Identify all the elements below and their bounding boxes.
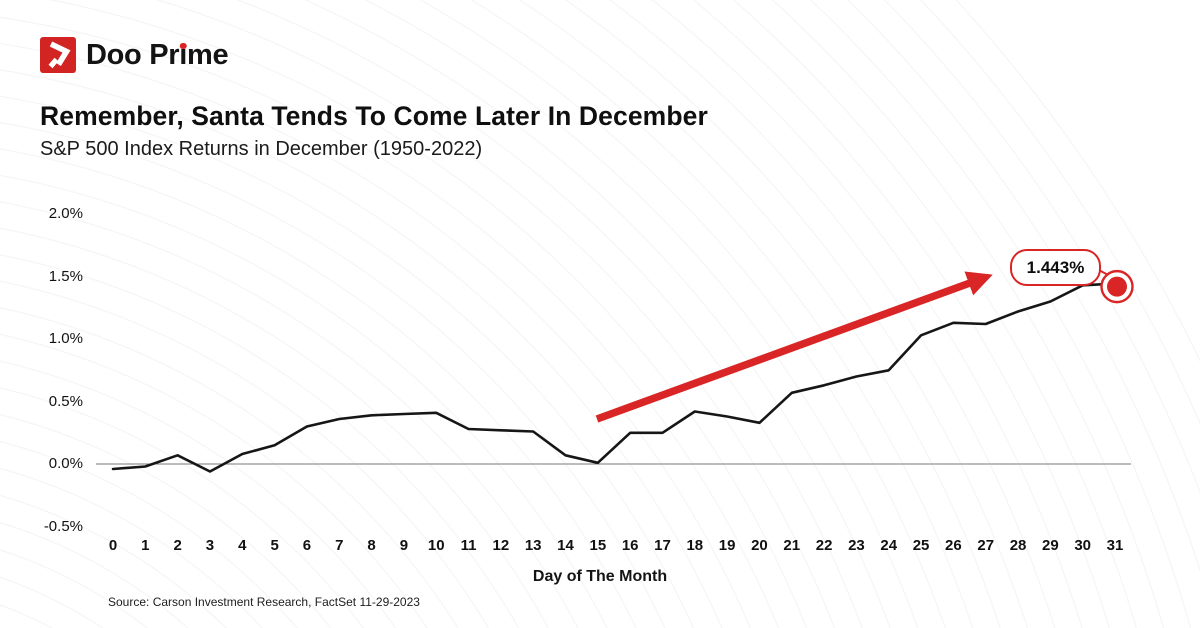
brand-logo: Doo Prı me <box>40 37 229 73</box>
x-tick-label: 9 <box>399 537 409 554</box>
x-tick-label: 18 <box>686 537 704 554</box>
page-subtitle: S&P 500 Index Returns in December (1950-… <box>40 138 483 160</box>
x-tick-label: 2 <box>173 537 182 554</box>
returns-line <box>111 282 1117 473</box>
y-tick-label: 1.5% <box>48 267 83 285</box>
x-tick-label: 11 <box>460 537 477 554</box>
x-tick-label: 10 <box>427 537 445 554</box>
x-tick-label: 27 <box>977 537 995 554</box>
x-tick-label: 7 <box>335 537 344 554</box>
x-tick-label: 0 <box>108 537 118 554</box>
y-tick-label: 1.0% <box>48 330 83 347</box>
page-title: Remember, Santa Tends To Come Later In D… <box>40 101 708 131</box>
brand-name-part2: me <box>187 38 229 71</box>
x-tick-label: 12 <box>492 537 510 554</box>
x-tick-label: 25 <box>912 537 930 554</box>
annotation-callout: 1.443% <box>1010 249 1101 286</box>
x-tick-label: 30 <box>1074 537 1092 554</box>
x-tick-label: 14 <box>557 537 574 554</box>
logo-i-dot <box>179 42 187 49</box>
endpoint-dot <box>1107 276 1127 297</box>
x-tick-label: 4 <box>238 537 247 554</box>
x-tick-label: 6 <box>302 537 312 554</box>
trend-arrow <box>595 271 993 423</box>
brand-name: Doo Prı me <box>86 38 229 71</box>
x-tick-label: 24 <box>880 537 898 554</box>
brand-dotless-i: ı <box>179 38 188 71</box>
y-tick-label: 0.0% <box>48 455 83 472</box>
source-note: Source: Carson Investment Research, Fact… <box>108 595 420 609</box>
x-tick-label: 8 <box>367 537 376 554</box>
x-tick-label: 15 <box>589 537 607 554</box>
x-tick-label: 20 <box>751 537 768 554</box>
x-tick-label: 23 <box>848 537 865 554</box>
x-tick-label: 3 <box>205 537 215 554</box>
x-tick-label: 17 <box>654 537 671 554</box>
x-tick-label: 29 <box>1042 537 1059 554</box>
y-tick-label: -0.5% <box>43 517 83 535</box>
x-tick-label: 22 <box>815 537 833 554</box>
x-tick-label: 19 <box>718 537 736 554</box>
y-tick-label: 2.0% <box>48 205 83 222</box>
x-tick-label: 31 <box>1106 537 1124 554</box>
brand-name-part1: Doo Pr <box>86 38 180 71</box>
x-tick-label: 13 <box>524 537 542 554</box>
x-tick-label: 16 <box>621 537 639 554</box>
y-tick-label: 0.5% <box>48 392 83 410</box>
brand-letter-i: ı <box>179 38 188 71</box>
annotation-value: 1.443% <box>1026 257 1085 277</box>
x-tick-label: 1 <box>141 537 150 554</box>
x-tick-label: 28 <box>1009 537 1027 554</box>
x-tick-label: 26 <box>945 537 962 554</box>
x-tick-label: 5 <box>270 537 279 554</box>
x-axis-title: Day of The Month <box>532 568 668 585</box>
x-tick-label: 21 <box>783 537 801 554</box>
doo-prime-logo-icon <box>40 37 76 73</box>
